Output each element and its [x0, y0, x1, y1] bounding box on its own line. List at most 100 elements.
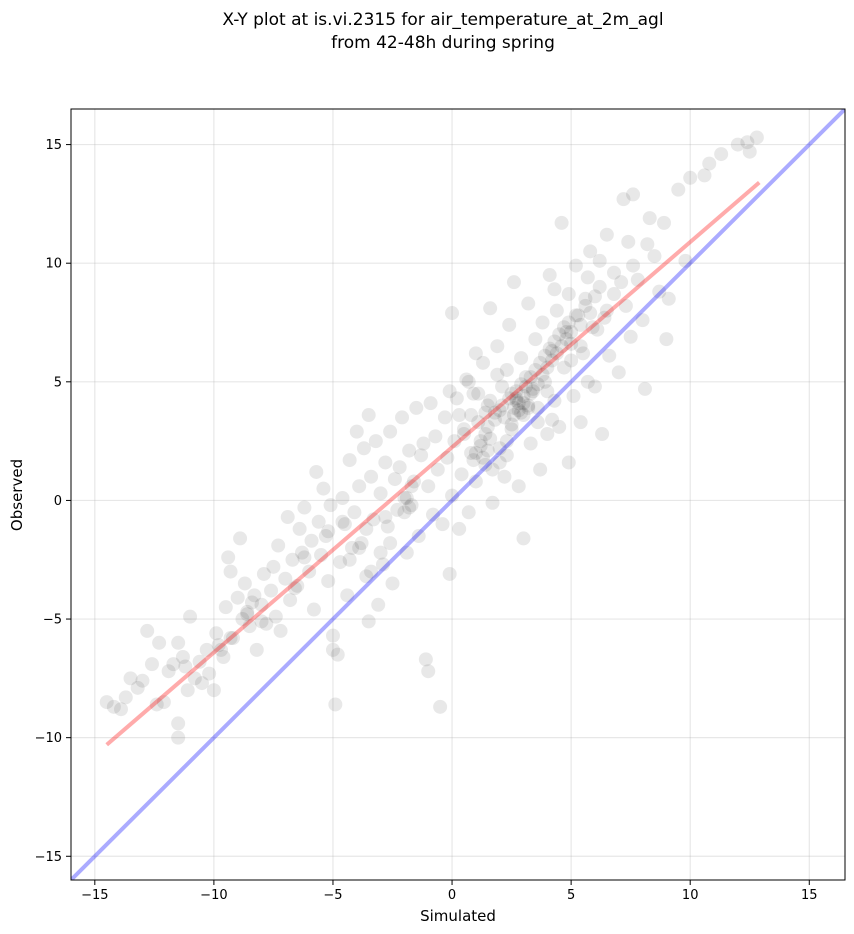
data-point [502, 391, 517, 406]
data-point [587, 379, 602, 394]
data-point [383, 424, 398, 439]
data-point [440, 450, 455, 465]
data-point [659, 332, 674, 347]
data-point [499, 448, 514, 463]
data-point [416, 436, 431, 451]
data-point [130, 680, 145, 695]
y-axis-ticks: −15 −10 −5 0 5 10 15 [35, 138, 71, 865]
data-point [209, 626, 224, 641]
data-point [397, 491, 412, 506]
data-point [478, 457, 493, 472]
data-point [461, 374, 476, 389]
data-point [418, 652, 433, 667]
data-point [183, 609, 198, 624]
data-point [152, 635, 167, 650]
data-point [271, 538, 286, 553]
data-point [580, 270, 595, 285]
data-point [583, 244, 598, 259]
data-point [599, 227, 614, 242]
data-point [242, 619, 257, 634]
data-point [554, 339, 569, 354]
data-point [297, 550, 312, 565]
data-point [430, 462, 445, 477]
data-point [573, 317, 588, 332]
data-point [206, 683, 221, 698]
data-point [337, 517, 352, 532]
data-point [311, 514, 326, 529]
data-point [340, 588, 355, 603]
data-point [476, 355, 491, 370]
data-point [547, 334, 562, 349]
data-point [399, 491, 414, 506]
data-point [592, 279, 607, 294]
data-point [606, 265, 621, 280]
data-point [380, 519, 395, 534]
data-point [492, 441, 507, 456]
data-point [635, 313, 650, 328]
data-point [352, 540, 367, 555]
data-point [487, 412, 502, 427]
data-point [683, 170, 698, 185]
data-point [516, 531, 531, 546]
data-point [435, 517, 450, 532]
data-point [149, 697, 164, 712]
data-point [140, 623, 155, 638]
data-point [573, 415, 588, 430]
data-point [545, 353, 560, 368]
data-point [537, 374, 552, 389]
data-point [485, 495, 500, 510]
data-point [476, 450, 491, 465]
data-point [328, 697, 343, 712]
data-point [347, 505, 362, 520]
data-point [175, 650, 190, 665]
data-point [283, 593, 298, 608]
data-point [268, 609, 283, 624]
data-point [442, 384, 457, 399]
data-point [535, 315, 550, 330]
data-point [561, 315, 576, 330]
data-point [259, 616, 274, 631]
data-point [466, 453, 481, 468]
data-point [568, 258, 583, 273]
y-tick-label: −15 [35, 850, 62, 865]
data-point [304, 533, 319, 548]
data-point [516, 389, 531, 404]
y-axis-label: Observed [8, 459, 26, 531]
data-point [244, 595, 259, 610]
data-point [352, 479, 367, 494]
data-point [511, 479, 526, 494]
data-point [661, 291, 676, 306]
data-point [404, 498, 419, 513]
data-point [535, 367, 550, 382]
data-point [647, 249, 662, 264]
data-point [528, 332, 543, 347]
data-point [292, 521, 307, 536]
data-point [514, 351, 529, 366]
chart-title-line-2: from 42-48h during spring [331, 33, 555, 53]
data-point [249, 642, 264, 657]
data-point [504, 422, 519, 437]
data-point [480, 443, 495, 458]
data-point [290, 578, 305, 593]
data-point [549, 346, 564, 361]
data-point [335, 514, 350, 529]
data-point [523, 386, 538, 401]
data-point [714, 147, 729, 162]
y-tick-label: 0 [54, 494, 62, 509]
x-tick-label: −5 [323, 888, 342, 903]
data-point [421, 479, 436, 494]
data-point [411, 529, 426, 544]
data-point [499, 362, 514, 377]
data-point [492, 455, 507, 470]
data-point [323, 498, 338, 513]
data-point [330, 647, 345, 662]
data-point [387, 472, 402, 487]
data-point [504, 386, 519, 401]
data-point [576, 346, 591, 361]
data-point [178, 659, 193, 674]
data-point [514, 405, 529, 420]
data-point [423, 396, 438, 411]
data-point [402, 443, 417, 458]
y-tick-label: 15 [45, 138, 62, 153]
